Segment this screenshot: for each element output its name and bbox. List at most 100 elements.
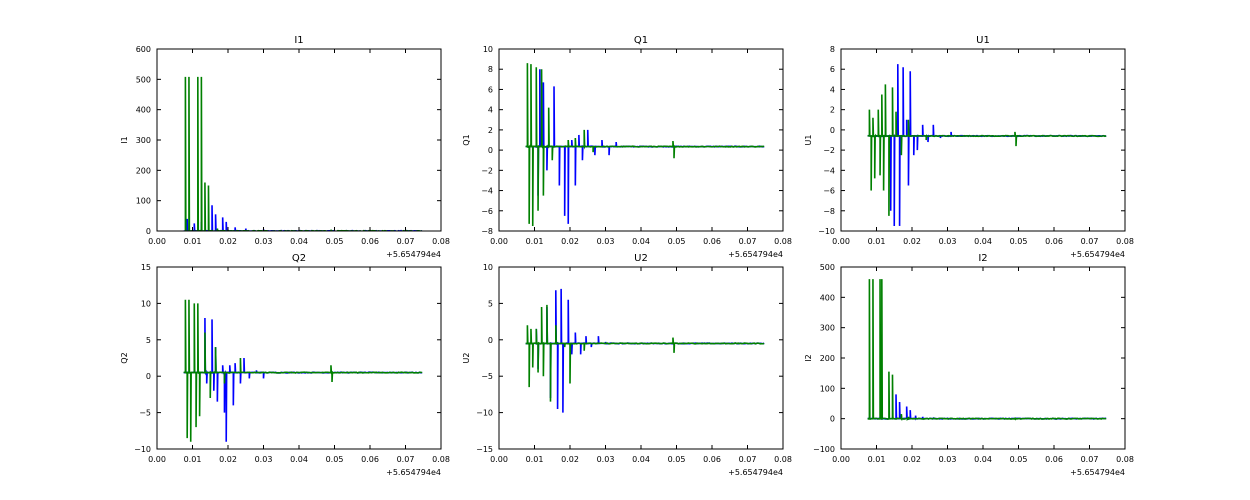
y-tick-label: 300 [820,324,835,333]
x-tick-label: 0.01 [184,237,202,246]
subplot-q2: 0.00 0.01 0.02 0.03 0.04 0.05 0.06 0.07 0.08 −10 −… [120,253,450,477]
y-tick-label: 400 [820,293,835,302]
x-tick-label: 0.00 [148,237,166,246]
x-tick-label: 0.03 [597,455,615,464]
x-tick-label: 0.08 [432,455,450,464]
x-tick-label: 0.03 [255,455,273,464]
x-tick-label: 0.04 [632,237,650,246]
subplot-u2: 0.00 0.01 0.02 0.03 0.04 0.05 0.06 0.07 0.08 −15 −… [462,253,792,477]
y-tick-label: 400 [136,106,151,115]
y-axis-label: Q1 [462,134,471,145]
y-tick-label: −8 [823,207,835,216]
x-tick-label: 0.07 [739,455,757,464]
series-group [867,64,1107,226]
y-tick-label: 200 [136,166,151,175]
series-line-blue [183,205,423,231]
y-tick-label: 0 [488,146,493,155]
x-tick-label: 0.07 [1081,237,1099,246]
y-tick-label: 500 [136,75,151,84]
y-tick-label: −10 [134,445,151,454]
x-tick-label: 0.03 [597,237,615,246]
series-group [867,279,1107,422]
y-tick-label: −5 [139,409,151,418]
x-offset-text: +5.654794e4 [728,250,783,259]
x-tick-label: 0.00 [148,455,166,464]
x-tick-label: 0.01 [526,455,544,464]
subplot-title: U1 [976,35,990,46]
x-tick-label: 0.00 [832,455,850,464]
series-group [525,63,765,226]
subplot-u1: 0.00 0.01 0.02 0.03 0.04 0.05 0.06 0.07 0.08 −10 −… [804,35,1134,259]
x-tick-label: 0.03 [939,455,957,464]
x-tick-label: 0.07 [739,237,757,246]
x-tick-label: 0.05 [1010,237,1028,246]
y-axis-label: I1 [120,136,129,143]
x-tick-label: 0.04 [974,237,992,246]
y-tick-label: 10 [483,263,493,272]
x-offset-text: +5.654794e4 [386,250,441,259]
x-offset-text: +5.654794e4 [1070,250,1125,259]
subplot-q1: 0.00 0.01 0.02 0.03 0.04 0.05 0.06 0.07 0.08 −8 −6… [462,35,792,259]
x-tick-label: 0.05 [1010,455,1028,464]
x-tick-label: 0.06 [361,237,379,246]
subplot-title: U2 [634,253,648,264]
x-tick-label: 0.08 [1116,455,1134,464]
subplot-i1: 0.00 0.01 0.02 0.03 0.04 0.05 0.06 0.07 0.08 0 100… [120,35,450,259]
y-tick-label: 0 [830,126,835,135]
x-tick-label: 0.02 [903,455,921,464]
y-tick-label: 100 [820,384,835,393]
y-tick-label: 2 [830,106,835,115]
y-tick-label: −4 [823,166,835,175]
x-tick-label: 0.03 [939,237,957,246]
y-tick-label: 15 [141,263,151,272]
y-tick-label: 0 [146,372,151,381]
y-tick-label: 600 [136,45,151,54]
y-tick-label: 100 [136,197,151,206]
series-line-green [183,299,423,442]
series-line-green [867,279,1107,422]
y-tick-label: 0 [146,227,151,236]
x-tick-label: 0.00 [490,237,508,246]
x-tick-label: 0.07 [397,237,415,246]
x-tick-label: 0.04 [290,237,308,246]
x-tick-label: 0.04 [632,455,650,464]
x-offset-text: +5.654794e4 [1070,468,1125,477]
subplot-i2: 0.00 0.01 0.02 0.03 0.04 0.05 0.06 0.07 0.08 −100… [804,253,1134,477]
y-tick-label: 0 [488,336,493,345]
x-tick-label: 0.04 [974,455,992,464]
y-tick-label: 500 [820,263,835,272]
y-tick-label: 8 [830,45,835,54]
y-tick-label: 2 [488,126,493,135]
y-tick-label: 5 [488,299,493,308]
x-offset-text: +5.654794e4 [728,468,783,477]
x-tick-label: 0.06 [703,455,721,464]
subplot-title: I2 [978,253,987,264]
x-tick-label: 0.01 [868,455,886,464]
y-tick-label: −100 [813,445,835,454]
y-tick-label: −4 [481,187,493,196]
x-tick-label: 0.02 [903,237,921,246]
x-tick-label: 0.08 [774,455,792,464]
y-tick-label: 4 [488,106,493,115]
y-axis-label: U1 [804,135,813,146]
series-line-green [525,63,765,226]
series-group [183,299,423,442]
y-tick-label: 10 [141,299,151,308]
x-tick-label: 0.01 [184,455,202,464]
y-tick-label: −5 [481,372,493,381]
series-line-green [525,304,765,402]
y-tick-label: 6 [830,65,835,74]
y-tick-label: −8 [481,227,493,236]
x-tick-label: 0.08 [432,237,450,246]
x-tick-label: 0.03 [255,237,273,246]
y-tick-label: 4 [830,85,835,94]
y-tick-label: 5 [146,336,151,345]
y-tick-label: −10 [818,227,835,236]
y-tick-label: −10 [476,409,493,418]
x-tick-label: 0.08 [1116,237,1134,246]
x-tick-label: 0.06 [1045,455,1063,464]
x-tick-label: 0.02 [561,455,579,464]
y-tick-label: −15 [476,445,493,454]
x-tick-label: 0.04 [290,455,308,464]
